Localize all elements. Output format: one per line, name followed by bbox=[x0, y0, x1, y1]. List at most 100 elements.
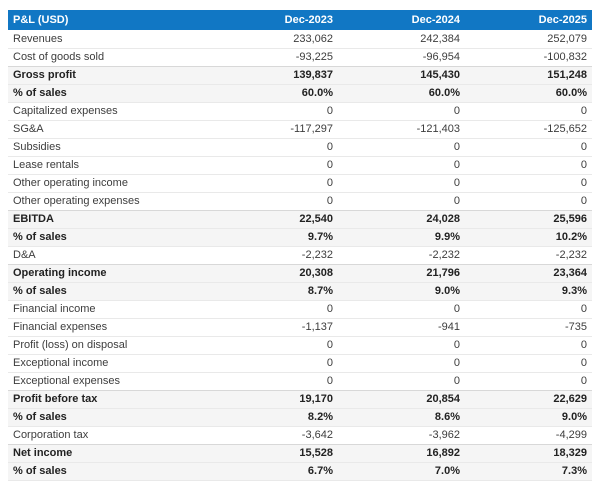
row-label: Other operating expenses bbox=[8, 191, 208, 210]
row-value: -941 bbox=[338, 317, 465, 336]
row-value: 7.0% bbox=[338, 461, 465, 481]
row-value: 0 bbox=[208, 371, 338, 390]
row-value: 9.7% bbox=[208, 227, 338, 246]
row-value: 6.7% bbox=[208, 461, 338, 481]
row-value: 9.3% bbox=[465, 281, 592, 300]
row-value: 7.3% bbox=[465, 461, 592, 481]
header-cell-dec-2023: Dec-2023 bbox=[208, 10, 338, 30]
row-value: 15,528 bbox=[208, 443, 338, 462]
row-value: 60.0% bbox=[338, 83, 465, 102]
row-value: 0 bbox=[465, 137, 592, 156]
row-value: 0 bbox=[338, 299, 465, 318]
row-label: Financial income bbox=[8, 299, 208, 318]
row-value: 151,248 bbox=[465, 65, 592, 84]
table-row: Revenues 233,062 242,384 252,079 bbox=[8, 30, 592, 48]
row-label: % of sales bbox=[8, 227, 208, 246]
row-value: 18,329 bbox=[465, 443, 592, 462]
header-cell-pnl-usd: P&L (USD) bbox=[8, 10, 208, 30]
row-value: 0 bbox=[208, 335, 338, 354]
row-value: 0 bbox=[208, 353, 338, 372]
row-value: 60.0% bbox=[208, 83, 338, 102]
row-value: 0 bbox=[465, 101, 592, 120]
row-value: -2,232 bbox=[465, 245, 592, 264]
row-value: -3,642 bbox=[208, 425, 338, 444]
table-row: Exceptional income 0 0 0 bbox=[8, 353, 592, 372]
row-value: -96,954 bbox=[338, 47, 465, 66]
row-value: -121,403 bbox=[338, 119, 465, 138]
row-label: Revenues bbox=[8, 30, 208, 48]
row-value: 24,028 bbox=[338, 209, 465, 228]
row-label: EBITDA bbox=[8, 209, 208, 228]
table-row: % of sales 8.2% 8.6% 9.0% bbox=[8, 407, 592, 426]
row-value: 9.0% bbox=[465, 407, 592, 426]
table-row: Lease rentals 0 0 0 bbox=[8, 155, 592, 174]
row-label: % of sales bbox=[8, 407, 208, 426]
row-label: Operating income bbox=[8, 263, 208, 282]
row-label: Corporation tax bbox=[8, 425, 208, 444]
row-value: 0 bbox=[208, 101, 338, 120]
row-value: 22,540 bbox=[208, 209, 338, 228]
row-value: 0 bbox=[338, 101, 465, 120]
row-value: 0 bbox=[208, 137, 338, 156]
row-value: 10.2% bbox=[465, 227, 592, 246]
row-value: 145,430 bbox=[338, 65, 465, 84]
row-label: Financial expenses bbox=[8, 317, 208, 336]
table-body: Revenues 233,062 242,384 252,079 Cost of goo… bbox=[8, 30, 592, 481]
row-value: 9.9% bbox=[338, 227, 465, 246]
row-value: -100,832 bbox=[465, 47, 592, 66]
row-value: 0 bbox=[208, 173, 338, 192]
row-value: 139,837 bbox=[208, 65, 338, 84]
row-label: SG&A bbox=[8, 119, 208, 138]
table-row: D&A -2,232 -2,232 -2,232 bbox=[8, 245, 592, 264]
table-row: Other operating expenses 0 0 0 bbox=[8, 191, 592, 210]
table-row: Exceptional expenses 0 0 0 bbox=[8, 371, 592, 390]
row-value: 0 bbox=[208, 191, 338, 210]
table-row: Net income 15,528 16,892 18,329 bbox=[8, 443, 592, 462]
header-cell-dec-2025: Dec-2025 bbox=[465, 10, 592, 30]
row-value: 0 bbox=[338, 191, 465, 210]
table-row: Operating income 20,308 21,796 23,364 bbox=[8, 263, 592, 282]
row-label: Profit before tax bbox=[8, 389, 208, 408]
row-value: -2,232 bbox=[338, 245, 465, 264]
row-label: % of sales bbox=[8, 461, 208, 481]
row-value: 8.2% bbox=[208, 407, 338, 426]
row-value: 0 bbox=[465, 155, 592, 174]
row-value: 8.6% bbox=[338, 407, 465, 426]
table-row: Capitalized expenses 0 0 0 bbox=[8, 101, 592, 120]
row-label: Gross profit bbox=[8, 65, 208, 84]
row-label: Exceptional income bbox=[8, 353, 208, 372]
row-value: 252,079 bbox=[465, 30, 592, 48]
row-label: Subsidies bbox=[8, 137, 208, 156]
table-row: Corporation tax -3,642 -3,962 -4,299 bbox=[8, 425, 592, 444]
row-value: 0 bbox=[208, 155, 338, 174]
table-row: EBITDA 22,540 24,028 25,596 bbox=[8, 209, 592, 228]
row-value: 0 bbox=[338, 371, 465, 390]
table-row: Profit before tax 19,170 20,854 22,629 bbox=[8, 389, 592, 408]
row-label: Cost of goods sold bbox=[8, 47, 208, 66]
header-cell-dec-2024: Dec-2024 bbox=[338, 10, 465, 30]
row-label: Lease rentals bbox=[8, 155, 208, 174]
row-value: 21,796 bbox=[338, 263, 465, 282]
table-row: % of sales 9.7% 9.9% 10.2% bbox=[8, 227, 592, 246]
row-label: % of sales bbox=[8, 83, 208, 102]
row-value: 0 bbox=[465, 173, 592, 192]
row-value: 20,854 bbox=[338, 389, 465, 408]
row-value: 16,892 bbox=[338, 443, 465, 462]
row-value: 0 bbox=[465, 335, 592, 354]
row-value: 0 bbox=[465, 353, 592, 372]
row-value: 0 bbox=[465, 299, 592, 318]
row-value: 0 bbox=[465, 371, 592, 390]
row-label: D&A bbox=[8, 245, 208, 264]
row-label: Capitalized expenses bbox=[8, 101, 208, 120]
row-value: 0 bbox=[338, 335, 465, 354]
row-value: -117,297 bbox=[208, 119, 338, 138]
row-value: -4,299 bbox=[465, 425, 592, 444]
row-value: -735 bbox=[465, 317, 592, 336]
row-value: 0 bbox=[338, 173, 465, 192]
row-value: 0 bbox=[338, 155, 465, 174]
row-value: 25,596 bbox=[465, 209, 592, 228]
row-value: 233,062 bbox=[208, 30, 338, 48]
table-row: Gross profit 139,837 145,430 151,248 bbox=[8, 65, 592, 84]
table-header-row: P&L (USD) Dec-2023 Dec-2024 Dec-2025 bbox=[8, 10, 592, 30]
